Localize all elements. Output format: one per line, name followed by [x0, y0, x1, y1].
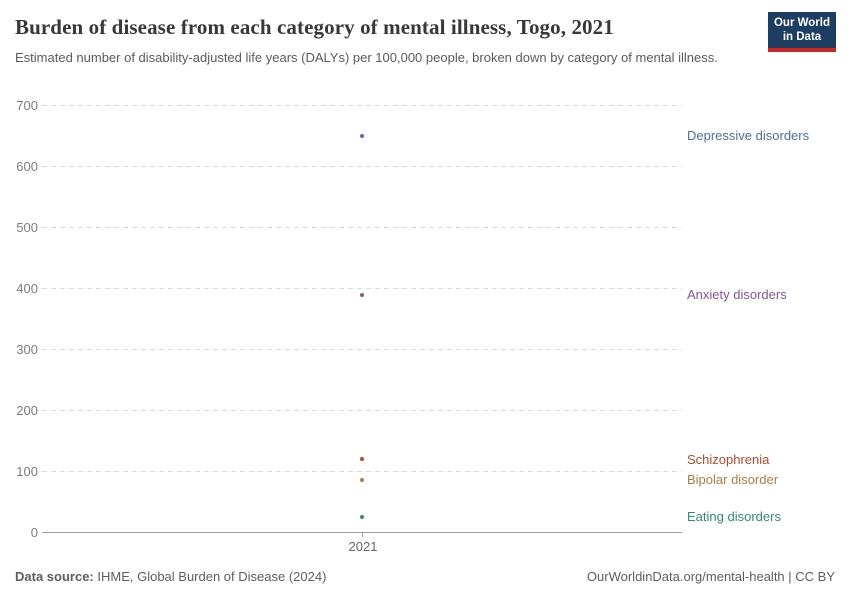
chart-subtitle: Estimated number of disability-adjusted … [15, 50, 718, 65]
gridline-200 [42, 410, 682, 411]
series-label-bipolar-disorder[interactable]: Bipolar disorder [687, 472, 779, 488]
x-tick-mark [362, 532, 363, 537]
series-label-schizophrenia[interactable]: Schizophrenia [687, 451, 770, 467]
gridline-300 [42, 349, 682, 350]
data-source-text: IHME, Global Burden of Disease (2024) [93, 569, 327, 584]
data-point-schizophrenia[interactable] [360, 457, 364, 462]
y-tick-label-500: 500 [16, 219, 38, 235]
x-tick-label: 2021 [348, 539, 378, 554]
y-tick-label-400: 400 [16, 280, 38, 296]
gridline-700 [42, 105, 682, 106]
gridline-400 [42, 288, 682, 289]
data-point-eating-disorders[interactable] [360, 514, 364, 519]
license-note: OurWorldinData.org/mental-health | CC BY [586, 569, 835, 584]
owid-logo-line2: in Data [782, 31, 822, 43]
chart-footer: Data source: IHME, Global Burden of Dise… [15, 568, 835, 585]
owid-logo: Our World in Data [768, 12, 836, 52]
y-tick-label-0: 0 [30, 524, 38, 540]
y-tick-label-300: 300 [16, 341, 38, 357]
y-tick-label-200: 200 [16, 402, 38, 418]
series-label-anxiety-disorders[interactable]: Anxiety disorders [687, 287, 787, 303]
y-tick-label-700: 700 [16, 97, 38, 113]
data-point-depressive-disorders[interactable] [360, 133, 364, 138]
gridline-500 [42, 227, 682, 228]
y-tick-label-100: 100 [16, 463, 38, 479]
data-source-note: Data source: IHME, Global Burden of Dise… [15, 568, 326, 585]
series-label-eating-disorders[interactable]: Eating disorders [687, 509, 781, 525]
gridline-100 [42, 471, 682, 472]
data-point-bipolar-disorder[interactable] [360, 477, 364, 482]
data-point-anxiety-disorders[interactable] [360, 292, 364, 297]
series-label-depressive-disorders[interactable]: Depressive disorders [687, 128, 810, 143]
chart-title: Burden of disease from each category of … [15, 15, 614, 39]
gridline-600 [42, 166, 682, 167]
data-source-label: Data source: [15, 569, 94, 584]
y-tick-label-600: 600 [16, 158, 38, 174]
owid-logo-line1: Our World [773, 17, 830, 29]
